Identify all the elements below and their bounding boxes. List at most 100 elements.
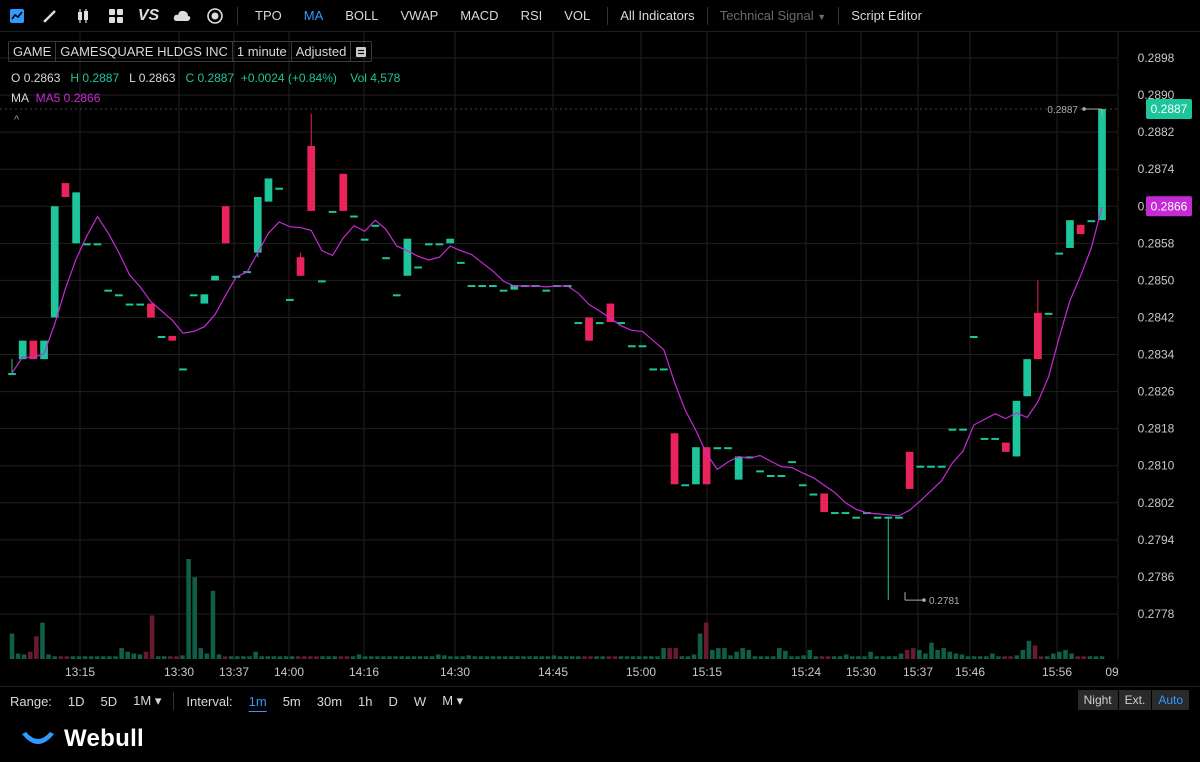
x-tick-label: 14:45 xyxy=(538,665,568,679)
candle-body xyxy=(649,368,658,371)
indicator-macd[interactable]: MACD xyxy=(460,8,499,23)
candle-body xyxy=(852,516,861,519)
volume-bar xyxy=(1020,649,1026,659)
ma-label[interactable]: MA xyxy=(11,91,29,105)
candle-body xyxy=(542,289,551,292)
volume-bar xyxy=(125,651,130,659)
candle-body xyxy=(905,451,914,489)
candle-body xyxy=(275,187,284,190)
menu-icon[interactable] xyxy=(351,42,371,61)
last-price-badge-text: 0.2887 xyxy=(1151,102,1188,116)
interval-day[interactable]: D xyxy=(388,693,398,709)
volume-bar xyxy=(362,656,368,659)
volume-bar xyxy=(904,649,910,659)
replay-icon[interactable] xyxy=(198,0,231,31)
ma-value-badge-bg xyxy=(1146,196,1192,217)
candle-body xyxy=(456,261,465,264)
brand-logo: Webull xyxy=(20,725,144,753)
candle-body xyxy=(125,303,134,306)
x-tick-label: 13:15 xyxy=(65,665,95,679)
interval-week[interactable]: W xyxy=(413,693,427,709)
session-ext[interactable]: Ext. xyxy=(1118,690,1152,710)
volume-bar xyxy=(15,653,21,659)
volume-bar xyxy=(892,656,898,659)
candle-body xyxy=(991,437,999,440)
volume-bar xyxy=(435,654,441,659)
candle-body xyxy=(360,238,369,241)
indicator-vol[interactable]: VOL xyxy=(564,8,591,23)
volume-bar xyxy=(588,656,593,659)
interval-month-dropdown[interactable]: M ▾ xyxy=(442,693,464,708)
collapse-icon[interactable]: ^ xyxy=(14,114,20,126)
volume-bar xyxy=(868,651,873,659)
candle-body xyxy=(339,173,348,211)
candle-body xyxy=(382,257,390,260)
y-tick-label: 0.2786 xyxy=(1138,570,1175,584)
candles-icon[interactable] xyxy=(66,0,99,31)
script-editor-button[interactable]: Script Editor xyxy=(851,8,922,23)
volume-bar xyxy=(180,655,185,659)
draw-icon[interactable] xyxy=(33,0,66,31)
candle-body xyxy=(873,516,882,519)
indicator-tpo[interactable]: TPO xyxy=(255,8,282,23)
layout-icon[interactable] xyxy=(99,0,132,31)
volume-bar xyxy=(70,656,76,659)
candle-body xyxy=(318,280,326,283)
candle-body xyxy=(40,340,48,360)
candle-body xyxy=(713,447,722,450)
volume-bar xyxy=(368,656,374,659)
volume-bar xyxy=(630,656,636,659)
volume-bar xyxy=(496,656,502,659)
candle-body xyxy=(403,238,412,276)
volume-bar xyxy=(101,656,106,659)
range-5d[interactable]: 5D xyxy=(100,693,118,709)
volume-bar xyxy=(350,656,356,659)
candle-body xyxy=(8,373,16,376)
candle-body xyxy=(1023,359,1032,397)
interval-30m[interactable]: 30m xyxy=(316,693,343,709)
candle-body xyxy=(627,345,636,348)
range-1d[interactable]: 1D xyxy=(67,693,85,709)
x-tick-label: 15:56 xyxy=(1042,665,1072,679)
range-1m-dropdown[interactable]: 1M ▾ xyxy=(133,693,162,708)
interval-1h[interactable]: 1h xyxy=(358,693,373,709)
candle-body xyxy=(18,340,27,360)
volume-bar xyxy=(1051,653,1056,659)
volume-bar xyxy=(161,656,167,659)
y-tick-label: 0.2826 xyxy=(1138,385,1175,399)
session-night[interactable]: Night xyxy=(1077,690,1118,710)
candle-body xyxy=(179,368,187,371)
candle-body xyxy=(980,437,989,440)
candle-body xyxy=(948,428,957,431)
y-tick-label: 0.2794 xyxy=(1138,533,1175,547)
y-tick-label: 0.2874 xyxy=(1138,162,1175,176)
candle-body xyxy=(670,433,679,485)
indicator-boll[interactable]: BOLL xyxy=(345,8,379,23)
symbol-info-box: GAME GAMESQUARE HLDGS INC 1 minute Adjus… xyxy=(8,41,373,62)
indicator-ma[interactable]: MA xyxy=(303,8,324,23)
volume-bar xyxy=(277,656,283,659)
volume-bar xyxy=(789,656,794,659)
vs-icon[interactable]: VS xyxy=(132,0,165,31)
candle-body xyxy=(489,285,497,288)
candle-body xyxy=(745,456,754,459)
ticker-label[interactable]: GAME xyxy=(9,42,57,61)
indicator-vwap[interactable]: VWAP xyxy=(400,8,439,23)
price-chart[interactable]: 0.2898 0.2890 0.2882 0.2874 0.2866 0.2858 0.28… xyxy=(0,31,1200,683)
y-tick-label: 0.2810 xyxy=(1138,459,1175,473)
all-indicators-button[interactable]: All Indicators xyxy=(620,8,695,23)
volume-bar xyxy=(502,656,508,659)
volume-bar xyxy=(874,656,879,659)
candle-body xyxy=(660,368,668,371)
candle-body xyxy=(285,298,294,301)
cloud-icon[interactable] xyxy=(165,0,198,31)
interval-1m[interactable]: 1m xyxy=(248,693,267,709)
x-tick-label: 15:46 xyxy=(955,665,985,679)
interval-5m[interactable]: 5m xyxy=(282,693,301,709)
chart-type-icon[interactable] xyxy=(0,0,33,31)
volume-bar xyxy=(113,656,118,659)
technical-signal-dropdown[interactable]: Technical Signal ▼ xyxy=(714,0,833,31)
session-auto[interactable]: Auto xyxy=(1152,690,1189,710)
indicator-rsi[interactable]: RSI xyxy=(520,8,543,23)
candle-body xyxy=(788,461,796,464)
